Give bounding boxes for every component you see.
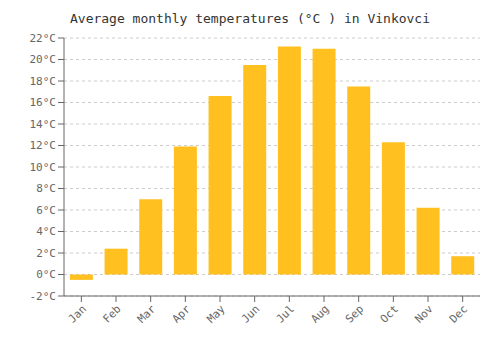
svg-text:14°C: 14°C bbox=[30, 118, 57, 131]
svg-text:Feb: Feb bbox=[100, 302, 123, 325]
svg-text:12°C: 12°C bbox=[30, 139, 57, 152]
svg-text:Dec: Dec bbox=[447, 302, 470, 325]
svg-text:Mar: Mar bbox=[135, 302, 159, 326]
svg-text:10°C: 10°C bbox=[30, 161, 57, 174]
svg-text:May: May bbox=[204, 302, 228, 326]
svg-text:Jun: Jun bbox=[239, 302, 262, 325]
svg-text:2°C: 2°C bbox=[36, 247, 56, 260]
svg-text:22°C: 22°C bbox=[30, 32, 57, 45]
svg-text:16°C: 16°C bbox=[30, 96, 57, 109]
svg-text:Jul: Jul bbox=[274, 302, 297, 325]
svg-text:Oct: Oct bbox=[378, 302, 401, 325]
svg-text:6°C: 6°C bbox=[36, 204, 56, 217]
svg-text:20°C: 20°C bbox=[30, 53, 57, 66]
svg-text:4°C: 4°C bbox=[36, 225, 56, 238]
svg-text:0°C: 0°C bbox=[36, 268, 56, 281]
svg-text:-2°C: -2°C bbox=[30, 290, 57, 303]
svg-text:8°C: 8°C bbox=[36, 182, 56, 195]
html-text:Average monthly temperatures (: Average monthly temperatures (°C ) in Vi… bbox=[70, 11, 430, 26]
svg-text:Jan: Jan bbox=[66, 302, 89, 325]
svg-text:Sep: Sep bbox=[343, 302, 366, 325]
svg-text:Apr: Apr bbox=[170, 302, 194, 326]
svg-text:Aug: Aug bbox=[308, 302, 331, 325]
svg-text:18°C: 18°C bbox=[30, 75, 57, 88]
svg-text:Nov: Nov bbox=[412, 302, 436, 326]
